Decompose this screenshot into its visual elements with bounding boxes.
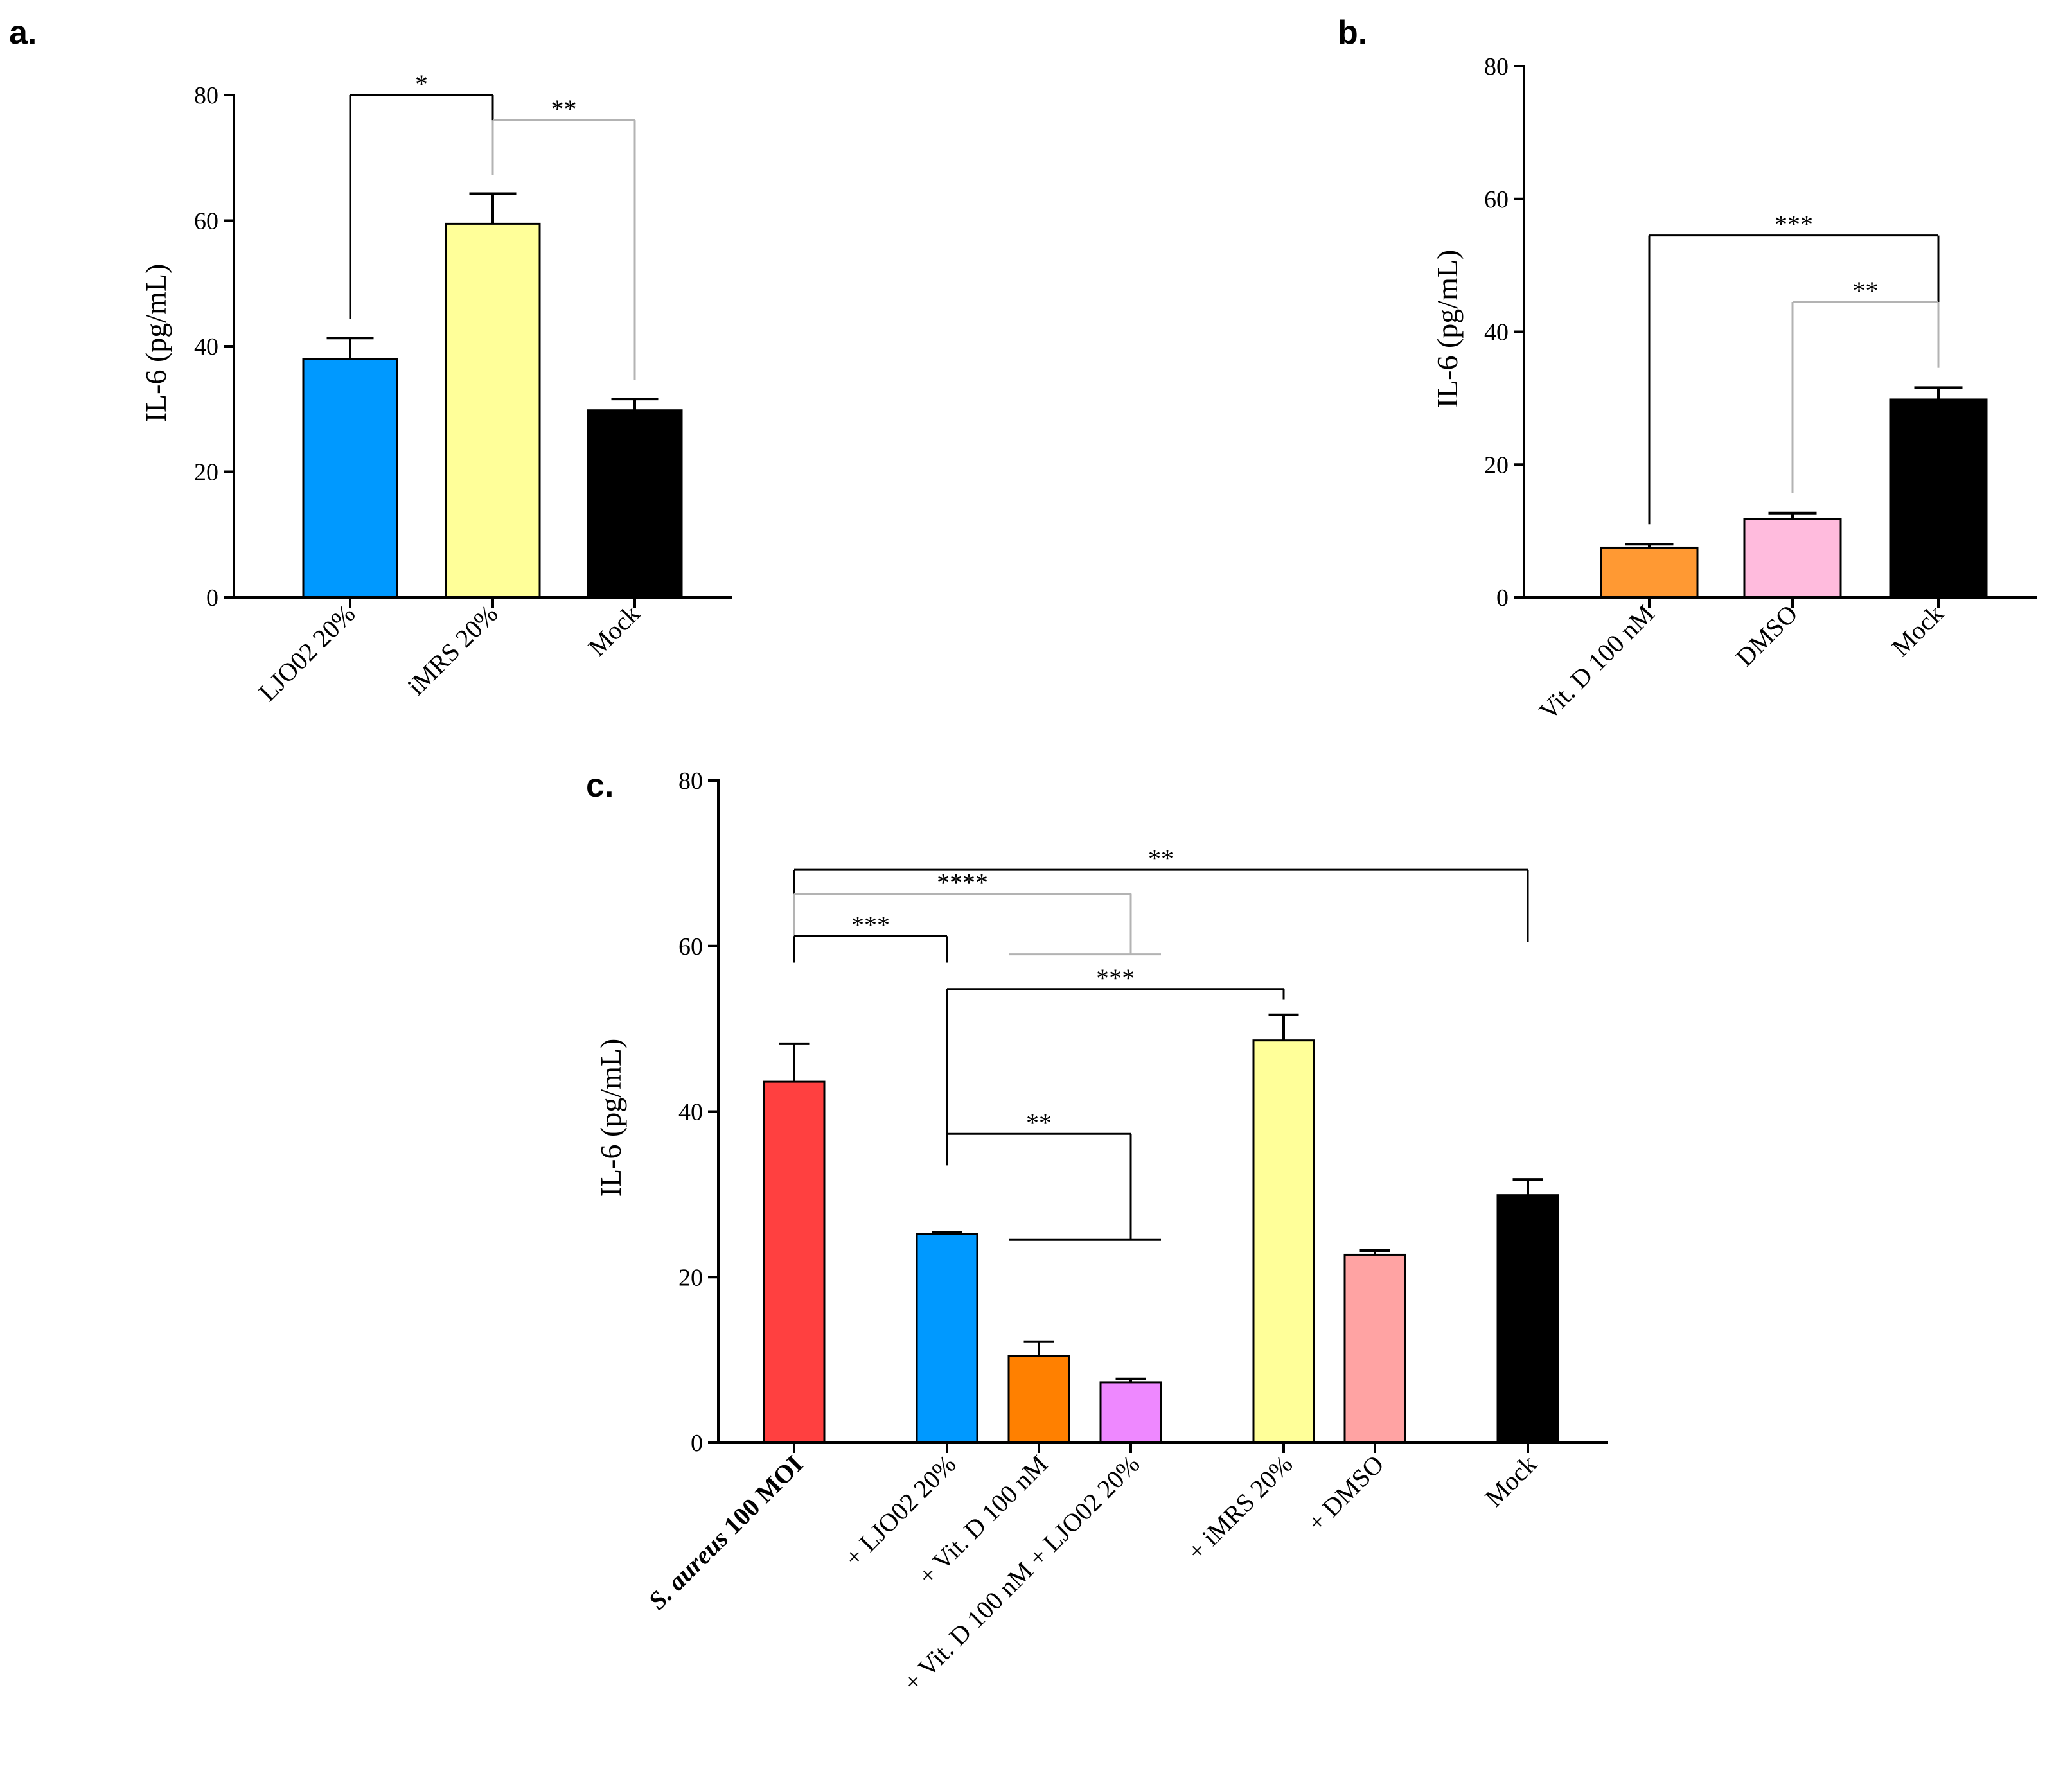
y-tick-label: 80 [194,82,218,109]
y-tick-label: 80 [1484,53,1509,80]
error-bar-1 [779,1042,810,1082]
x-tick-label-7: Mock [1480,1450,1543,1513]
significance-bracket-1: *** [1648,210,1940,525]
x-tick-label-3: Mock [1886,599,1949,662]
error-bar-2 [932,1231,962,1235]
significance-bracket-1: * [349,69,494,319]
x-tick-labels-a: LJO02 20% iMRS 20% Mock [253,599,646,707]
x-tick-label-3: Mock [583,599,646,662]
error-bar-6 [1359,1249,1390,1255]
error-bar-2 [1768,511,1817,520]
y-axis-title-c: IL-6 (pg/mL) [594,1039,627,1197]
significance-label-2: ** [1853,276,1879,305]
significance-bracket-2: ** [491,94,636,380]
bars-c [763,1013,1559,1444]
bars-b [1600,386,1988,599]
error-bar-2 [469,192,517,224]
x-tick-label-5: + iMRS 20% [1182,1450,1298,1566]
bars-a [302,192,683,599]
y-axis-title-b: IL-6 (pg/mL) [1431,250,1464,409]
y-tick-label: 20 [678,1264,703,1291]
x-tick-label-6: + DMSO [1302,1450,1390,1538]
error-bar-7 [1512,1178,1543,1195]
significance-brackets-a: *** [349,69,636,380]
error-bar-1 [326,337,374,359]
panel-label-b: b. [1338,14,1367,51]
significance-label-3: *** [851,910,890,939]
y-tick-label: 0 [206,585,218,612]
error-bar-3 [1023,1340,1054,1356]
significance-label-2: **** [937,868,988,897]
significance-brackets-b: ***** [1648,210,1940,525]
x-tick-label-1: Vit. D 100 nM [1534,599,1660,726]
significance-bracket-1: ** [793,844,1529,942]
significance-bracket-3: *** [793,910,948,963]
panel-label-a: a. [9,14,37,51]
bar-2 [445,222,541,599]
bar-2 [1743,518,1842,599]
y-tick-label: 80 [678,768,703,795]
bar-3 [1889,398,1988,599]
x-tick-label-1: S. aureus 100 MOI [642,1450,808,1615]
significance-label-4: *** [1096,964,1135,992]
bar-4 [1099,1381,1162,1444]
y-axis-c: 0 20 40 60 80 [678,768,1608,1457]
bar-3 [1007,1355,1070,1444]
significance-label-2: ** [551,94,577,123]
y-axis-title-a: IL-6 (pg/mL) [139,264,172,423]
x-tick-label-1: LJO02 20% [253,599,361,707]
y-tick-label: 20 [1484,452,1509,479]
x-tick-label-2: iMRS 20% [402,599,503,701]
error-bar-1 [1625,543,1674,548]
bar-1 [1600,546,1699,599]
x-tick-labels-c: S. aureus 100 MOI + LJO02 20%+ Vit. D 100… [642,1450,1542,1697]
y-tick-label: 60 [1484,186,1509,213]
bar-1 [763,1080,826,1444]
error-bar-4 [1115,1377,1146,1382]
significance-bracket-5: ** [946,1108,1161,1241]
y-tick-label: 40 [1484,319,1509,346]
error-bar-3 [1914,386,1963,400]
significance-brackets-c: ************** [793,844,1529,1241]
x-tick-labels-b: Vit. D 100 nM DMSO Mock [1534,599,1949,726]
significance-bracket-2: ** [1791,276,1940,493]
y-tick-label: 40 [678,1099,703,1126]
significance-bracket-4: *** [946,964,1285,1166]
significance-label-1: ** [1148,844,1174,873]
y-axis-b: 0 20 40 60 80 [1484,53,2037,612]
error-bar-5 [1268,1013,1299,1041]
error-bar-3 [611,398,659,410]
x-tick-label-2: DMSO [1730,599,1803,673]
significance-label-1: *** [1775,210,1813,239]
y-tick-label: 60 [194,208,218,235]
y-tick-label: 20 [194,459,218,486]
y-tick-label: 0 [1496,585,1509,612]
bar-7 [1496,1194,1559,1444]
y-tick-label: 0 [691,1430,703,1457]
significance-label-5: ** [1026,1108,1052,1137]
y-tick-label: 60 [678,933,703,960]
bar-3 [587,409,683,599]
bar-5 [1252,1039,1315,1444]
y-axis-a: 0 20 40 60 80 [194,82,732,612]
bar-2 [916,1233,978,1444]
panel-label-c: c. [586,767,614,804]
significance-label-1: * [415,69,428,98]
y-tick-label: 40 [194,333,218,360]
significance-bracket-2: **** [793,868,1161,956]
bar-6 [1343,1253,1406,1444]
bar-1 [302,358,398,599]
